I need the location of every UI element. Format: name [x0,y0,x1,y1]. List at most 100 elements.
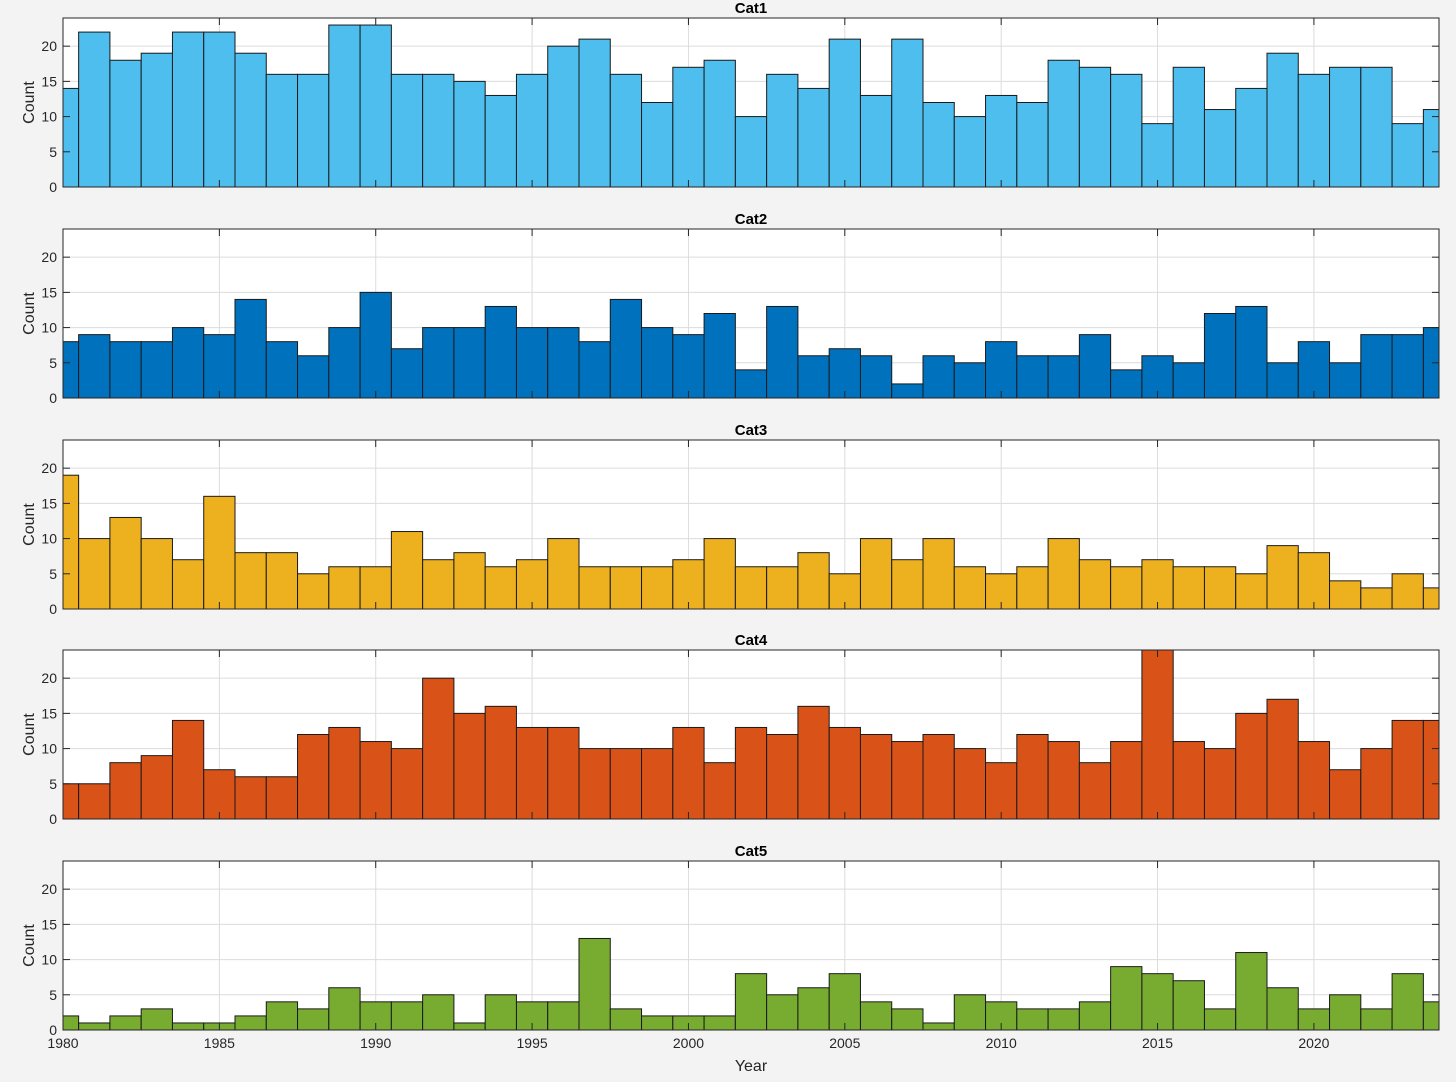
bar-cat4-1981 [78,783,111,820]
bar-cat1-2014 [1110,73,1143,188]
y-tick-label: 10 [41,320,57,336]
bar-cat2-2004 [797,355,830,399]
bar-cat5-1984 [171,1022,205,1031]
bar-cat3-1990 [359,566,392,610]
bar-cat1-2010 [985,94,1018,188]
bar-cat2-1989 [328,327,361,399]
bar-cat5-2011 [1016,1008,1049,1031]
x-tick-label: 1990 [360,1035,391,1051]
y-tick-label: 15 [41,916,57,932]
bar-cat1-1982 [109,59,142,188]
bar-cat2-1983 [140,341,173,399]
bar-cat1-1992 [422,73,455,188]
bar-cat4-1996 [547,726,580,820]
y-tick-label: 15 [41,705,57,721]
bar-cat1-1985 [203,31,236,188]
bar-cat2-1985 [203,334,236,399]
bar-cat3-2014 [1110,566,1143,610]
bar-cat1-2015 [1141,123,1174,188]
bar-cat3-1982 [109,516,142,610]
bar-cat5-2022 [1360,1008,1393,1031]
bar-cat4-2021 [1329,769,1362,820]
bar-cat5-1997 [578,937,611,1031]
bar-cat3-2008 [922,538,955,610]
bar-cat4-2010 [985,762,1018,820]
bar-cat3-1999 [641,566,674,610]
bar-cat2-2021 [1329,362,1362,399]
bar-cat5-1994 [484,994,517,1031]
bar-cat3-2015 [1141,559,1174,610]
bar-cat2-1993 [453,327,486,399]
y-tick-label: 5 [49,987,57,1003]
y-axis-label: Count [21,503,38,546]
bar-cat3-1980 [62,474,80,610]
bar-cat2-2016 [1172,362,1205,399]
panel-4-frame [62,649,1440,820]
y-tick-label: 20 [41,881,57,897]
bar-cat4-2017 [1203,748,1237,820]
y-tick-label: 10 [41,531,57,547]
bar-cat5-2003 [766,994,799,1031]
y-axis-label: Count [21,292,38,335]
bar-cat3-2003 [766,566,799,610]
bar-cat3-2016 [1172,566,1205,610]
bar-cat1-1996 [547,45,580,188]
bar-cat3-1992 [422,559,455,610]
bar-cat2-2001 [703,313,736,399]
bar-cat2-1982 [109,341,142,399]
y-tick-label: 0 [49,601,57,617]
bar-cat4-2006 [859,734,893,820]
bar-cat3-2018 [1235,573,1268,610]
bar-cat1-2023 [1391,123,1424,188]
bar-cat2-2014 [1110,369,1143,399]
bar-cat2-2003 [766,305,799,399]
bar-cat4-2020 [1297,741,1331,820]
bar-cat5-1982 [109,1015,142,1031]
bar-cat4-2000 [672,726,705,820]
x-tick-label: 2005 [829,1035,860,1051]
bar-cat4-1997 [578,748,611,820]
bar-cat5-2006 [859,1001,893,1031]
bar-cat4-1991 [390,748,424,820]
bar-cat1-1988 [297,73,330,188]
bar-cat5-2024 [1422,1001,1440,1031]
bar-cat2-1999 [641,327,674,399]
bar-cat1-1989 [328,24,361,188]
bar-cat2-1996 [547,327,580,399]
bar-cat1-2012 [1047,59,1080,188]
bar-cat3-2011 [1016,566,1049,610]
y-tick-label: 0 [49,179,57,195]
bar-cat4-1987 [265,776,299,820]
bar-cat1-2013 [1078,66,1112,188]
bar-cat2-2023 [1391,334,1424,399]
bar-cat2-2018 [1235,305,1268,399]
panel-title: Cat2 [735,211,768,228]
bar-cat2-2000 [672,334,705,399]
bar-cat4-2009 [953,748,987,820]
y-tick-label: 10 [41,952,57,968]
bar-cat4-1994 [484,705,517,820]
y-tick-label: 15 [41,495,57,511]
bar-cat3-1996 [547,538,580,610]
panel-title: Cat4 [735,632,768,649]
bar-cat5-2002 [734,973,768,1031]
bar-cat4-2002 [734,726,768,820]
y-tick-label: 10 [41,741,57,757]
bar-cat4-2024 [1422,719,1440,820]
bar-cat4-2013 [1078,762,1112,820]
bar-cat4-2011 [1016,734,1049,820]
bar-cat3-2021 [1329,580,1362,610]
bar-cat5-2008 [922,1022,955,1031]
bar-cat5-2001 [703,1015,736,1031]
y-tick-label: 20 [41,670,57,686]
bar-cat4-2008 [922,734,955,820]
bar-cat5-1981 [78,1022,111,1031]
bar-cat4-2023 [1391,719,1424,820]
bar-cat2-1990 [359,291,392,399]
bar-cat3-2020 [1297,552,1331,610]
bar-cat2-2010 [985,341,1018,399]
bar-cat2-1991 [390,348,424,399]
y-tick-label: 5 [49,355,57,371]
bar-cat4-2014 [1110,741,1143,820]
